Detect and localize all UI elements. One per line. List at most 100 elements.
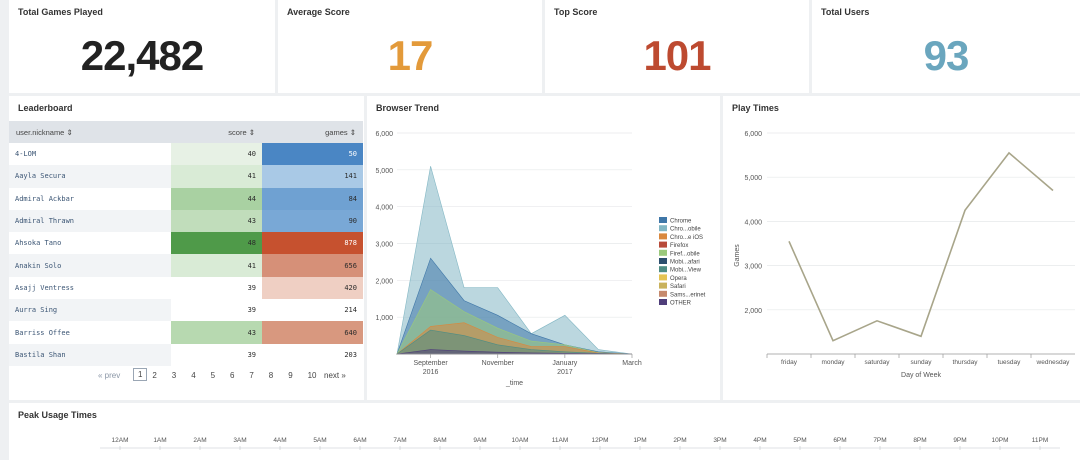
browser-trend-panel: Browser Trend 6,000 5,000 4,000 3,000 2,000 1… — [367, 96, 720, 400]
x-axis-label: _time — [505, 380, 523, 387]
games-cell: 203 — [262, 343, 363, 366]
column-header-games[interactable]: games ⇕ — [262, 121, 363, 143]
hour-label: 11PM — [1032, 437, 1049, 444]
browser-trend-title: Browser Trend — [376, 103, 440, 113]
nickname-cell: Aayla Secura — [9, 165, 171, 188]
leaderboard-table: user.nickname ⇕ score ⇕ games ⇕ 4-LOM 40 5… — [9, 121, 363, 366]
legend-label[interactable]: Mobi...View — [670, 268, 702, 274]
page-link[interactable]: 1 — [133, 368, 148, 381]
hour-label: 2PM — [673, 437, 686, 444]
hour-label: 9AM — [473, 437, 486, 444]
y-tick-label: 6,000 — [375, 131, 393, 138]
y-axis-label: Games — [734, 244, 741, 267]
games-cell: 640 — [262, 321, 363, 344]
hour-label: 2AM — [193, 437, 206, 444]
table-row: Admiral Ackbar 44 84 — [9, 187, 363, 210]
games-cell: 90 — [262, 209, 363, 233]
page-link[interactable]: 7 — [249, 371, 254, 380]
x-tick-label: wednesday — [1036, 359, 1071, 366]
kpi-value: 17 — [387, 32, 434, 79]
page-link[interactable]: 5 — [210, 371, 216, 380]
column-header-score[interactable]: score ⇕ — [171, 121, 262, 143]
hour-label: 7PM — [873, 437, 886, 444]
hour-label: 6PM — [833, 437, 846, 444]
score-cell: 39 — [171, 276, 262, 300]
games-cell: 214 — [262, 299, 363, 322]
kpi-title: Total Games Played — [18, 7, 103, 17]
hour-label: 8PM — [913, 437, 926, 444]
nickname-cell: Barriss Offee — [15, 328, 70, 337]
legend-swatch — [659, 299, 667, 305]
leaderboard-title: Leaderboard — [18, 103, 73, 113]
legend-label[interactable]: Chro...e iOS — [670, 235, 703, 241]
legend-label[interactable]: Firefox — [670, 243, 688, 249]
games-cell: 50 — [262, 143, 363, 166]
legend-label[interactable]: Chrome — [670, 219, 692, 225]
column-header-nickname[interactable]: user.nickname ⇕ — [9, 121, 171, 143]
nickname-cell: Anakin Solo — [9, 254, 171, 277]
y-tick-label: 4,000 — [744, 219, 762, 226]
legend-label[interactable]: Mobi...afari — [670, 260, 700, 266]
page-link[interactable]: 10 — [307, 371, 317, 380]
table-row: 4-LOM 40 50 — [9, 143, 363, 166]
table-row: Bastila Shan 39 203 — [9, 343, 363, 366]
legend-swatch — [659, 249, 667, 256]
x-axis-label: Day of Week — [901, 372, 941, 379]
y-tick-label: 4,000 — [375, 205, 393, 212]
games-cell: 141 — [262, 165, 363, 188]
hour-label: 9PM — [953, 437, 966, 444]
legend-swatch — [659, 241, 667, 248]
x-tick-label: saturday — [865, 359, 891, 366]
legend-label[interactable]: OTHER — [670, 301, 692, 307]
page-link[interactable]: 3 — [171, 371, 177, 380]
hour-label: 3AM — [233, 437, 246, 444]
next-page-link[interactable]: next » — [324, 371, 346, 380]
score-cell: 41 — [171, 254, 262, 277]
kpi-top-score-panel: Top Score 101 — [545, 0, 809, 93]
x-tick-label: September — [413, 360, 448, 367]
x-tick-label: sunday — [911, 359, 933, 366]
nickname-cell: Bastila Shan — [9, 343, 171, 366]
score-cell: 43 — [171, 209, 262, 233]
page-link[interactable]: 2 — [152, 371, 157, 380]
x-tick-label-year: 2016 — [423, 369, 439, 376]
games-cell: 420 — [262, 276, 363, 300]
score-cell: 44 — [171, 187, 262, 210]
table-row: Anakin Solo 41 656 — [9, 254, 363, 277]
hour-label: 10PM — [992, 437, 1009, 444]
legend-label[interactable]: Sams...erinet — [670, 292, 706, 298]
hour-label: 1AM — [153, 437, 166, 444]
legend-label[interactable]: Firef...obile — [670, 251, 700, 257]
hour-label: 4AM — [273, 437, 286, 444]
play-times-title: Play Times — [732, 103, 779, 113]
table-row: Ahsoka Tano 48 878 — [9, 232, 363, 255]
browser-trend-chart: 6,000 5,000 4,000 3,000 2,000 1,000 September 2… — [375, 131, 706, 387]
legend-swatch — [659, 258, 667, 264]
legend-swatch — [659, 266, 667, 273]
play-times-chart: 6,000 5,000 4,000 3,000 2,000 Games friday mond… — [734, 131, 1075, 379]
kpi-value: 101 — [643, 32, 711, 79]
kpi-value: 22,482 — [80, 32, 204, 79]
page-link[interactable]: 9 — [288, 371, 293, 380]
prev-page-link[interactable]: « prev — [98, 371, 121, 380]
hour-label: 7AM — [393, 437, 406, 444]
score-cell: 48 — [171, 232, 262, 255]
y-tick-label: 1,000 — [375, 315, 393, 322]
legend-swatch — [659, 225, 667, 232]
legend-label[interactable]: Chro...obile — [670, 227, 701, 233]
score-cell: 40 — [171, 143, 262, 166]
page-link[interactable]: 6 — [230, 371, 235, 380]
page-link[interactable]: 4 — [191, 371, 196, 380]
page-link[interactable]: 8 — [268, 371, 274, 380]
peak-usage-panel: Peak Usage Times 12AM 1AM 2AM 3AM 4AM 5AM 6AM 7… — [9, 403, 1080, 460]
hour-label: 11AM — [552, 437, 569, 444]
hour-label: 3PM — [713, 437, 726, 444]
legend-label[interactable]: Safari — [670, 284, 686, 290]
games-cell: 878 — [262, 232, 363, 255]
legend-swatch — [659, 282, 667, 289]
hour-label: 12AM — [112, 437, 129, 444]
hour-label: 8AM — [433, 437, 446, 444]
hour-label: 5PM — [793, 437, 806, 444]
peak-usage-title: Peak Usage Times — [18, 410, 97, 420]
legend-label[interactable]: Opera — [670, 276, 687, 282]
